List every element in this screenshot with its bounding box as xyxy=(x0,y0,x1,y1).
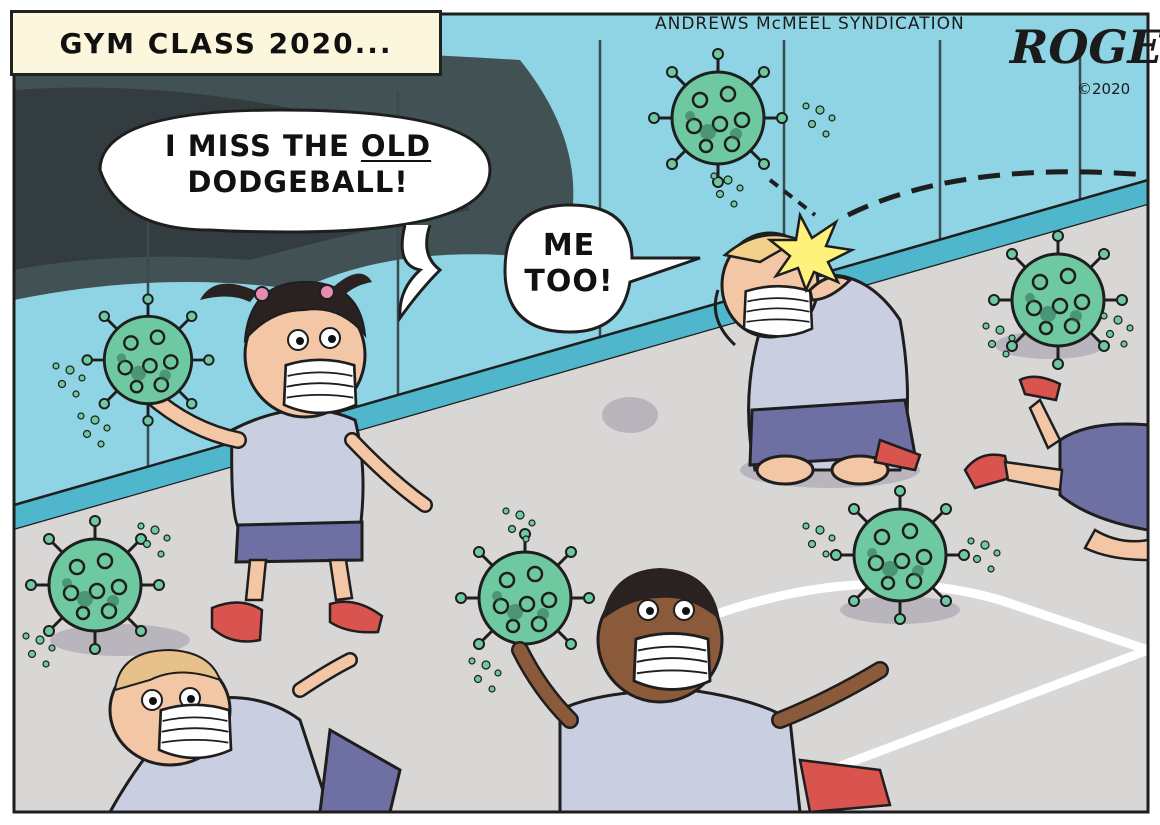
boy-reply-line1: ME xyxy=(542,228,596,263)
bottom-boy xyxy=(511,568,892,814)
hit-boy xyxy=(713,211,922,486)
artist-signature: ROGERS xyxy=(1004,20,1160,74)
girl-character xyxy=(141,273,433,643)
copyright-notice: ©2020 xyxy=(1077,80,1131,98)
caption-text: GYM CLASS 2020... xyxy=(59,26,393,60)
boy-reply-bubble: ME TOO! xyxy=(515,228,623,300)
virus-ball-icon xyxy=(24,514,166,656)
virus-ball-icon xyxy=(987,229,1129,371)
face-mask-icon xyxy=(157,703,233,760)
virus-ball-icon xyxy=(829,484,971,626)
boy-reply-line2: TOO! xyxy=(524,264,614,299)
girl-speech-line1: I MISS THE xyxy=(164,129,350,163)
face-mask-icon xyxy=(632,631,712,691)
face-mask-icon xyxy=(282,358,358,415)
caption-box: GYM CLASS 2020... xyxy=(10,10,442,76)
face-mask-icon xyxy=(742,284,814,338)
fallen-kid xyxy=(963,375,1150,562)
impact-star-icon xyxy=(766,211,857,294)
lying-kid xyxy=(107,648,402,814)
girl-speech-old: OLD xyxy=(360,129,432,163)
girl-speech-line2: DODGEBALL! xyxy=(187,165,409,199)
syndication-credit: ANDREWS McMEEL SYNDICATION xyxy=(655,14,965,34)
virus-ball-icon xyxy=(647,47,789,189)
girl-speech-bubble: I MISS THE OLD DODGEBALL! xyxy=(108,128,488,200)
virus-ball-icon xyxy=(81,293,215,427)
